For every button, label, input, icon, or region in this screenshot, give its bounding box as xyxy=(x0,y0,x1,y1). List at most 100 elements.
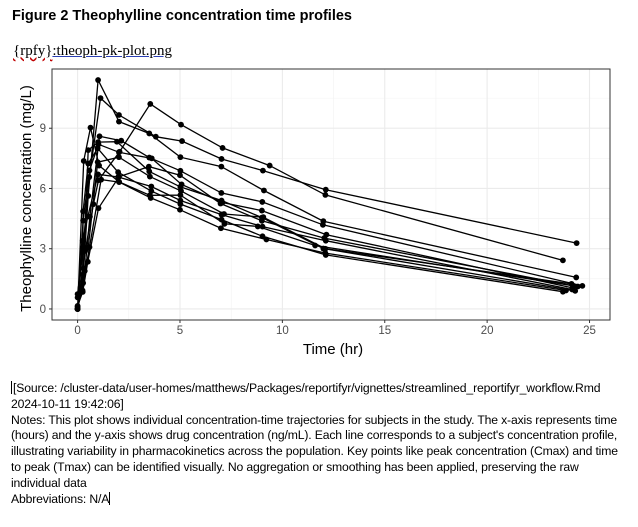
data-point xyxy=(179,138,185,144)
data-point xyxy=(146,168,153,175)
data-point xyxy=(560,257,566,264)
source-line: [Source: /cluster-data/user-homes/matthe… xyxy=(11,381,601,411)
data-point xyxy=(177,197,184,204)
data-point xyxy=(177,154,184,161)
data-point xyxy=(218,189,225,196)
data-point xyxy=(178,181,185,188)
data-point xyxy=(218,225,224,232)
data-point xyxy=(322,186,329,193)
data-point xyxy=(97,95,104,102)
data-point xyxy=(259,233,266,240)
data-point xyxy=(573,240,580,246)
image-reference: {rpfy}:theoph-pk-plot.png xyxy=(13,43,172,60)
data-point xyxy=(95,205,102,212)
figure-notes: [Source: /cluster-data/user-homes/matthe… xyxy=(11,381,623,507)
data-point xyxy=(322,192,329,198)
data-point xyxy=(96,162,102,169)
data-point xyxy=(74,294,81,301)
data-point xyxy=(115,169,122,176)
series-10 xyxy=(79,145,566,295)
y-tick-label: 3 xyxy=(40,244,46,256)
data-point xyxy=(82,248,89,254)
data-point xyxy=(177,172,183,179)
data-point xyxy=(560,288,566,295)
data-point xyxy=(261,187,267,194)
x-tick-label: 5 xyxy=(177,325,183,337)
data-point xyxy=(322,237,329,244)
x-tick-label: 10 xyxy=(276,325,289,337)
data-point xyxy=(96,133,103,140)
data-point xyxy=(90,201,97,208)
data-point xyxy=(322,252,329,258)
data-point xyxy=(95,171,101,178)
data-point xyxy=(266,162,273,169)
data-point xyxy=(258,207,265,214)
data-point xyxy=(85,193,92,199)
data-point xyxy=(574,283,581,290)
y-tick-label: 6 xyxy=(40,183,46,195)
x-tick-label: 25 xyxy=(583,325,596,337)
image-ref-prefix: {rpfy} xyxy=(13,43,53,59)
series-9 xyxy=(74,124,581,312)
figure-title: Figure 2 Theophylline concentration time… xyxy=(12,8,352,24)
y-tick-label: 9 xyxy=(40,123,46,135)
x-tick-label: 15 xyxy=(378,325,391,337)
y-axis-label: Theophylline concentration (mg/L) xyxy=(18,85,35,312)
data-point xyxy=(260,167,266,174)
data-point xyxy=(80,208,87,215)
data-point xyxy=(218,211,225,218)
data-point xyxy=(218,216,225,223)
data-point xyxy=(217,200,224,207)
data-point xyxy=(579,282,586,289)
data-point xyxy=(84,258,91,265)
series-12 xyxy=(74,171,576,301)
data-point xyxy=(259,223,266,230)
data-point xyxy=(177,192,184,199)
data-point xyxy=(148,183,155,190)
data-point xyxy=(79,287,86,294)
data-point xyxy=(147,101,154,107)
data-point xyxy=(87,124,94,131)
data-point xyxy=(116,112,122,118)
data-point xyxy=(115,174,122,180)
data-point xyxy=(218,163,225,170)
abbreviations-line: Abbreviations: N/A xyxy=(11,491,110,506)
data-point xyxy=(145,163,152,170)
data-point xyxy=(177,206,183,213)
data-point xyxy=(146,154,153,161)
data-point xyxy=(312,242,319,249)
data-point xyxy=(84,213,91,220)
data-point xyxy=(116,154,122,161)
data-point xyxy=(219,145,226,151)
data-point xyxy=(320,218,327,225)
data-point xyxy=(118,137,125,144)
data-point xyxy=(178,121,184,128)
data-point xyxy=(148,188,155,194)
panel-border xyxy=(51,68,611,321)
data-point xyxy=(569,286,576,293)
data-point xyxy=(218,156,225,162)
data-point xyxy=(94,145,101,152)
data-point xyxy=(260,214,267,221)
x-axis-label: Time (hr) xyxy=(303,341,363,358)
x-tick-label: 0 xyxy=(74,325,80,337)
data-point xyxy=(177,167,184,174)
image-ref-name: :theoph-pk-plot.png xyxy=(52,43,172,59)
y-tick-label: 0 xyxy=(40,304,46,316)
notes-line: Notes: This plot shows individual concen… xyxy=(11,412,618,490)
data-point xyxy=(146,173,153,180)
series-11 xyxy=(74,101,566,310)
x-tick-label: 20 xyxy=(481,325,494,337)
data-point xyxy=(79,237,86,244)
data-point xyxy=(95,77,101,83)
data-point xyxy=(146,130,153,137)
data-point xyxy=(573,274,580,281)
data-point xyxy=(259,199,266,205)
data-point xyxy=(116,118,122,125)
data-point xyxy=(85,160,92,167)
data-point xyxy=(74,304,81,310)
data-point xyxy=(116,178,122,185)
data-point xyxy=(116,148,123,155)
data-point xyxy=(221,220,228,227)
